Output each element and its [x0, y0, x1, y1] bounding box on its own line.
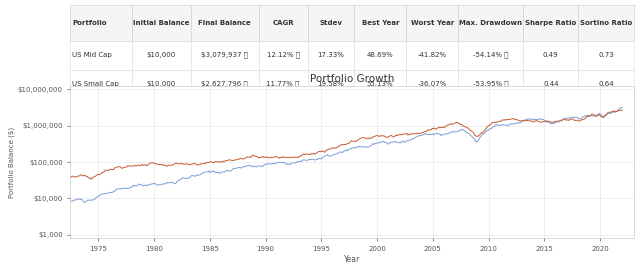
US Mid Cap — [268, 162, 275, 165]
Line: US Small Cap: US Small Cap — [65, 110, 623, 181]
US Mid Cap — [618, 106, 625, 109]
US Mid Cap — [615, 107, 623, 111]
Y-axis label: Portfolio Balance ($): Portfolio Balance ($) — [8, 127, 15, 198]
Title: Portfolio Growth: Portfolio Growth — [310, 74, 394, 84]
US Small Cap — [619, 109, 627, 112]
US Small Cap — [266, 156, 274, 159]
US Mid Cap — [61, 200, 68, 204]
US Mid Cap — [579, 116, 586, 119]
US Small Cap — [577, 118, 585, 121]
US Small Cap — [616, 109, 623, 112]
US Mid Cap — [262, 163, 269, 166]
US Mid Cap — [273, 161, 280, 165]
US Mid Cap — [81, 201, 89, 204]
US Small Cap — [261, 155, 269, 159]
US Mid Cap — [619, 106, 627, 109]
X-axis label: Year: Year — [344, 255, 360, 264]
US Mid Cap — [600, 116, 607, 119]
US Small Cap — [272, 155, 280, 158]
Line: US Mid Cap: US Mid Cap — [65, 108, 623, 202]
US Small Cap — [614, 109, 621, 113]
US Small Cap — [61, 179, 68, 182]
US Small Cap — [598, 115, 606, 119]
